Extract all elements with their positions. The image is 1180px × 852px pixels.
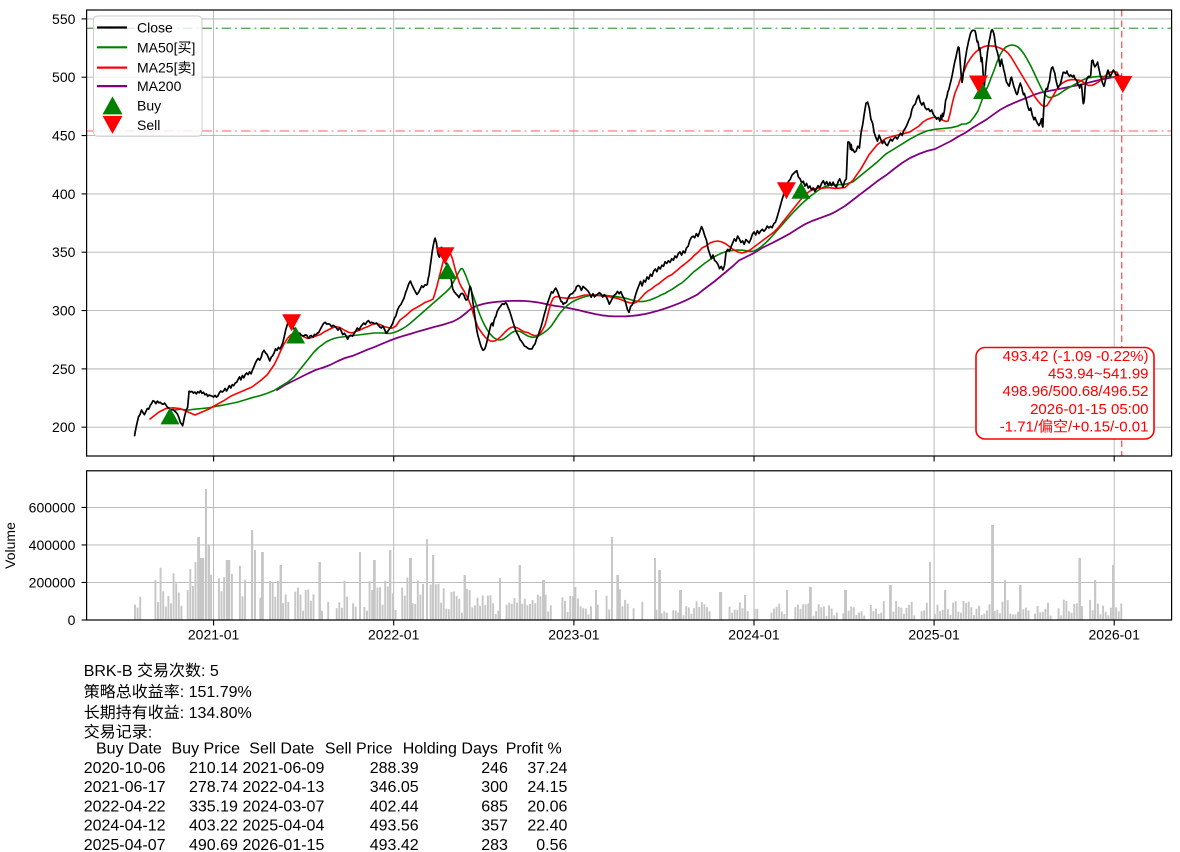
svg-text:-1.71/: -1.71/ xyxy=(1000,419,1039,436)
svg-text:2024-04-12: 2024-04-12 xyxy=(84,818,166,835)
svg-text:250: 250 xyxy=(52,361,76,377)
svg-text:493.42 (-1.09 -0.22%): 493.42 (-1.09 -0.22%) xyxy=(1003,348,1149,365)
svg-text:283: 283 xyxy=(481,837,508,852)
svg-text:2024-01: 2024-01 xyxy=(728,627,780,643)
svg-text:200000: 200000 xyxy=(29,575,76,591)
svg-text:2025-01: 2025-01 xyxy=(908,627,960,643)
svg-text:Close: Close xyxy=(137,20,173,36)
svg-text:Volume: Volume xyxy=(2,522,18,569)
svg-text:BRK-B: BRK-B xyxy=(84,663,133,680)
svg-text:403.22: 403.22 xyxy=(189,818,238,835)
svg-text:22.40: 22.40 xyxy=(527,818,567,835)
svg-text:685: 685 xyxy=(481,798,508,815)
svg-text:2022-04-22: 2022-04-22 xyxy=(84,798,166,815)
svg-text:402.44: 402.44 xyxy=(370,798,419,815)
svg-text:2020-10-06: 2020-10-06 xyxy=(84,760,166,777)
svg-text:350: 350 xyxy=(52,244,76,260)
svg-text:500: 500 xyxy=(52,69,76,85)
svg-text:0: 0 xyxy=(68,612,76,628)
svg-text:210.14: 210.14 xyxy=(189,760,238,777)
svg-text:400000: 400000 xyxy=(29,537,76,553)
svg-text:2026-01-15: 2026-01-15 xyxy=(243,837,325,852)
svg-text:2026-01-15 05:00: 2026-01-15 05:00 xyxy=(1030,401,1148,418)
svg-text:450: 450 xyxy=(52,128,76,144)
svg-text:400: 400 xyxy=(52,186,76,202)
svg-text:2021-06-09: 2021-06-09 xyxy=(243,760,325,777)
svg-text:24.15: 24.15 xyxy=(527,779,567,796)
svg-text:453.94~541.99: 453.94~541.99 xyxy=(1048,366,1149,383)
svg-text:2023-01: 2023-01 xyxy=(548,627,600,643)
svg-text:490.69: 490.69 xyxy=(189,837,238,852)
svg-text:246: 246 xyxy=(481,760,508,777)
svg-text:MA200: MA200 xyxy=(137,78,182,94)
svg-text:Sell Date: Sell Date xyxy=(249,740,314,757)
svg-text:346.05: 346.05 xyxy=(370,779,419,796)
svg-text:493.42: 493.42 xyxy=(370,837,419,852)
svg-text:Buy Date: Buy Date xyxy=(96,740,162,757)
svg-text:2022-04-13: 2022-04-13 xyxy=(243,779,325,796)
svg-text:2021-06-17: 2021-06-17 xyxy=(84,779,166,796)
svg-text:Buy Price: Buy Price xyxy=(172,740,241,757)
svg-text:]: ] xyxy=(192,39,196,55)
svg-text:2024-03-07: 2024-03-07 xyxy=(243,798,325,815)
svg-text:20.06: 20.06 xyxy=(527,798,567,815)
svg-text:: 151.79%: : 151.79% xyxy=(180,684,252,701)
svg-text:2025-04-07: 2025-04-07 xyxy=(84,837,166,852)
svg-text:MA25[: MA25[ xyxy=(137,60,178,76)
svg-text:278.74: 278.74 xyxy=(189,779,238,796)
svg-text:335.19: 335.19 xyxy=(189,798,238,815)
svg-text:550: 550 xyxy=(52,11,76,27)
svg-text:200: 200 xyxy=(52,419,76,435)
svg-text:498.96/500.68/496.52: 498.96/500.68/496.52 xyxy=(1003,383,1149,400)
svg-text:37.24: 37.24 xyxy=(527,760,567,777)
svg-text:Buy: Buy xyxy=(137,97,161,113)
svg-text:300: 300 xyxy=(481,779,508,796)
svg-text:2025-04-04: 2025-04-04 xyxy=(243,818,325,835)
svg-text:: 5: : 5 xyxy=(201,663,219,680)
svg-text:]: ] xyxy=(192,60,196,76)
svg-text:493.56: 493.56 xyxy=(370,818,419,835)
svg-text:MA50[: MA50[ xyxy=(137,39,178,55)
svg-text:/+0.15/-0.01: /+0.15/-0.01 xyxy=(1068,419,1148,436)
svg-text:Sell Price: Sell Price xyxy=(325,740,393,757)
svg-text::: : xyxy=(148,724,152,741)
svg-text:300: 300 xyxy=(52,303,76,319)
svg-text:2026-01: 2026-01 xyxy=(1089,627,1141,643)
svg-text:Holding Days: Holding Days xyxy=(403,740,498,757)
svg-text:357: 357 xyxy=(481,818,508,835)
svg-text:2021-01: 2021-01 xyxy=(188,627,240,643)
svg-text:Profit %: Profit % xyxy=(506,740,562,757)
svg-text:Sell: Sell xyxy=(137,117,160,133)
svg-text:288.39: 288.39 xyxy=(370,760,419,777)
svg-text:2022-01: 2022-01 xyxy=(368,627,420,643)
svg-text:: 134.80%: : 134.80% xyxy=(180,705,252,722)
svg-text:600000: 600000 xyxy=(29,499,76,515)
svg-text:0.56: 0.56 xyxy=(536,837,567,852)
